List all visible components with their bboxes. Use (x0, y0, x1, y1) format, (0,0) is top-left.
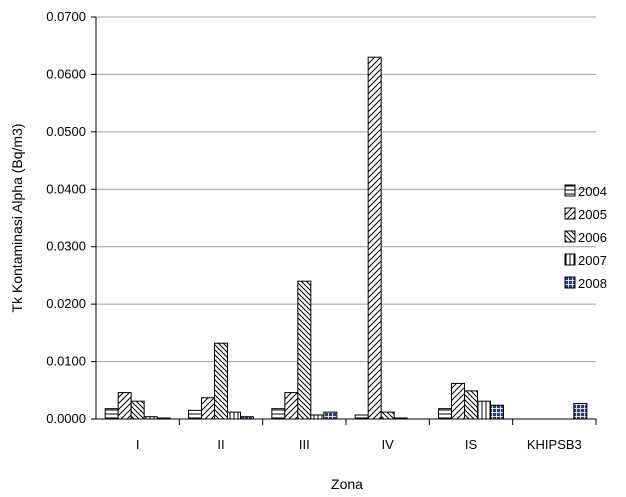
legend-label-2004: 2004 (578, 184, 607, 199)
bar-iii-2008 (323, 411, 338, 420)
bar-ii-2007 (227, 411, 241, 420)
bar-ii-2004 (188, 409, 202, 420)
y-tick-label: 0.0000 (46, 411, 86, 426)
x-tick-label-i: I (136, 437, 140, 452)
legend-label-2006: 2006 (578, 230, 607, 245)
bar-is-2008 (490, 404, 504, 420)
x-tick-label-ii: II (217, 437, 224, 452)
y-axis-title: Tk Kontaminasi Alpha (Bq/m3) (9, 123, 25, 312)
y-tick-label: 0.0100 (46, 354, 86, 369)
y-tick-label: 0.0700 (46, 9, 86, 24)
bar-iv-2005 (367, 56, 382, 420)
legend-swatch-2005 (564, 207, 576, 220)
legend-label-2008: 2008 (578, 276, 607, 291)
bar-i-2005 (117, 392, 132, 420)
bar-ii-2006 (214, 342, 228, 420)
bar-is-2007 (477, 400, 491, 420)
y-tick-label: 0.0600 (46, 66, 86, 81)
legend-swatch-2007 (564, 253, 576, 266)
x-tick-label-iii: III (299, 437, 310, 452)
bar-iii-2004 (271, 408, 286, 420)
legend-swatch-2004 (564, 184, 576, 197)
x-tick-label-iv: IV (382, 437, 395, 452)
bar-iv-2004 (354, 414, 369, 420)
axes (91, 16, 597, 425)
y-tick-label: 0.0300 (46, 239, 86, 254)
x-tick-label-khipsb3: KHIPSB3 (527, 437, 582, 452)
bar-iii-2006 (297, 280, 312, 420)
y-tick-label: 0.0400 (46, 181, 86, 196)
bar-i-2006 (130, 400, 145, 420)
legend-swatch-2008 (564, 276, 576, 289)
bar-i-2004 (104, 408, 119, 420)
gridlines (96, 16, 596, 363)
bar-is-2005 (451, 382, 465, 420)
x-tick-label-is: IS (465, 437, 478, 452)
bar-is-2006 (464, 390, 478, 420)
legend-label-2007: 2007 (578, 253, 607, 268)
y-tick-label: 0.0500 (46, 124, 86, 139)
legend-label-2005: 2005 (578, 207, 607, 222)
y-tick-label: 0.0200 (46, 296, 86, 311)
bar-is-2004 (438, 408, 452, 420)
bar-iii-2005 (284, 392, 299, 420)
bars (104, 56, 588, 420)
bar-iii-2007 (310, 414, 325, 420)
legend-swatch-2006 (564, 230, 576, 243)
y-tick-labels: 0.0000 0.0100 0.0200 0.0300 0.0400 0.0500 0.06… (46, 9, 86, 426)
bar-iv-2006 (380, 411, 395, 420)
bar-khipsb3-2008 (573, 402, 588, 420)
x-tick-labels: I II III IV IS KHIPSB3 (136, 437, 582, 452)
bar-ii-2005 (201, 397, 215, 420)
x-axis-title: Zona (331, 476, 363, 492)
legend: 2004 2005 2006 2007 2008 (564, 184, 607, 291)
